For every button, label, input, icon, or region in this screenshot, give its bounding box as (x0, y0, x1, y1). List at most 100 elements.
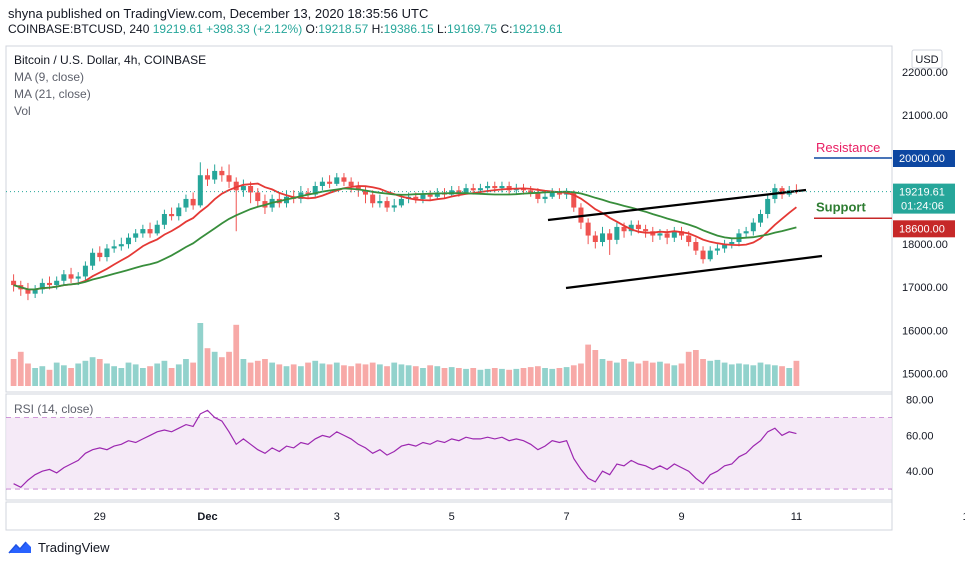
footer: TradingView (8, 539, 110, 555)
candle-body (643, 229, 649, 232)
volume-bar (218, 357, 225, 386)
candle-body (413, 196, 419, 199)
candle-body (463, 188, 469, 193)
candle-body (219, 170, 225, 176)
volume-bar (585, 344, 592, 386)
candle-body (377, 201, 383, 204)
volume-bar (398, 364, 405, 386)
candle-body (492, 186, 498, 189)
volume-bar (89, 357, 96, 386)
candle-body (693, 242, 699, 251)
volume-bar (226, 351, 232, 386)
volume-bar (578, 363, 584, 386)
volume-bar (621, 359, 627, 386)
candle-body (104, 248, 110, 258)
chart-area[interactable]: Bitcoin / U.S. Dollar, 4h, COINBASE MA (… (0, 44, 965, 534)
candle-body (11, 280, 17, 286)
candle-body (391, 205, 397, 208)
volume-bar (657, 361, 663, 386)
volume-bar (68, 368, 74, 386)
volume-bar (599, 359, 606, 386)
candle-body (362, 190, 369, 195)
candle-body (765, 198, 771, 214)
candle-body (485, 186, 491, 189)
currency-button[interactable] (911, 49, 943, 69)
change-text: +398.33 (+2.12%) (206, 22, 303, 36)
candle-body (714, 248, 720, 251)
time-tick-label: 11 (791, 511, 802, 523)
high-label: H: (371, 22, 384, 36)
volume-bar (470, 368, 477, 386)
volume-bar (154, 363, 161, 386)
volume-bar (499, 368, 505, 386)
resistance-price-tag (893, 150, 955, 167)
candle-body (25, 289, 31, 294)
volume-bar (771, 365, 778, 386)
volume-bar (262, 359, 268, 386)
volume-bar (678, 363, 685, 386)
channel-upper-line[interactable] (547, 188, 807, 222)
volume-bar (506, 369, 513, 386)
candle-body (118, 244, 124, 247)
last-price-tag (893, 183, 955, 214)
candle-body (700, 250, 706, 260)
publish-text: shyna published on TradingView.com, Dece… (8, 6, 429, 21)
volume-bar (369, 362, 376, 386)
candle-body (39, 282, 45, 290)
volume-bar (434, 366, 441, 386)
candle-body (499, 186, 505, 189)
price-tick-label: 18000.00 (902, 239, 948, 251)
chart-svg[interactable]: Bitcoin / U.S. Dollar, 4h, COINBASE MA (… (0, 44, 965, 534)
volume-bar (556, 368, 563, 386)
volume-bar (132, 364, 139, 386)
ma9-line (13, 182, 797, 291)
volume-bar (671, 365, 678, 386)
volume-bar (642, 360, 649, 386)
volume-bar (700, 359, 706, 386)
volume-layer (10, 323, 800, 386)
time-tick-label: 3 (334, 511, 340, 523)
candle-body (312, 186, 318, 195)
volume-bar (664, 363, 671, 386)
rsi-tick-label: 40.00 (906, 466, 934, 478)
candle-body (233, 181, 239, 191)
volume-bar (17, 351, 24, 386)
rsi-tick-label: 60.00 (906, 430, 934, 442)
volume-bar (168, 368, 175, 386)
volume-bar (721, 362, 728, 386)
volume-bar (563, 367, 570, 386)
volume-bar (513, 368, 520, 386)
volume-bar (254, 360, 261, 386)
volume-bar (635, 363, 642, 386)
volume-bar (448, 367, 455, 386)
volume-bar (240, 359, 247, 386)
support-price-tag (893, 220, 955, 238)
price-tick-label: 22000.00 (902, 67, 948, 79)
candle-body (319, 181, 325, 186)
volume-bar (757, 362, 764, 386)
volume-bar (628, 361, 635, 386)
candle-body (248, 186, 254, 193)
volume-bar (714, 359, 721, 386)
channel-lower-line[interactable] (565, 254, 823, 290)
low-value: 19169.75 (447, 22, 498, 36)
candle-body (176, 207, 182, 217)
time-tick-label: 9 (678, 511, 684, 523)
volume-bar (692, 350, 699, 386)
volume-bar (104, 363, 110, 386)
volume-bar (305, 362, 311, 386)
candle-body (169, 214, 175, 217)
rsi-legend: RSI (14, close) (14, 402, 93, 416)
volume-bar (190, 362, 197, 386)
volume-bar (736, 363, 742, 386)
candle-body (707, 250, 713, 260)
volume-bar (204, 348, 211, 386)
volume-bar (463, 368, 469, 386)
volume-bar (319, 363, 326, 386)
volume-bar (96, 359, 103, 386)
symbol-text: COINBASE:BTCUSD, 240 (8, 22, 150, 36)
volume-bar (649, 362, 656, 386)
candle-body (671, 231, 677, 238)
volume-bar (139, 368, 146, 386)
candle-body (384, 201, 390, 208)
